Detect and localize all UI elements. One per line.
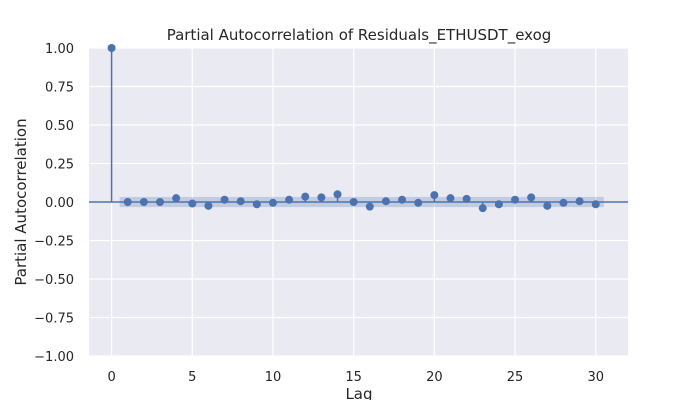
data-point [285, 195, 294, 204]
chart-title: Partial Autocorrelation of Residuals_ETH… [167, 26, 552, 45]
data-point [220, 195, 229, 204]
data-point [188, 199, 197, 208]
data-point [317, 193, 326, 202]
data-point [575, 197, 584, 206]
y-tick-label: 0.75 [45, 81, 74, 96]
data-point [123, 198, 132, 206]
y-tick-label: 0.50 [45, 119, 74, 134]
data-point [462, 194, 471, 203]
data-point [252, 200, 261, 209]
y-tick-labels: −1.00 −0.75 −0.50 −0.25 0.00 0.25 0.50 0.75 1.00 [34, 42, 74, 365]
data-point [236, 197, 245, 206]
data-points [107, 44, 600, 213]
data-point [107, 44, 116, 52]
x-tick-label: 25 [507, 370, 524, 385]
x-tick-label: 20 [426, 370, 443, 385]
data-point [381, 197, 390, 206]
x-tick-labels: 0 5 10 15 20 25 30 [107, 370, 604, 385]
data-point [494, 200, 503, 209]
data-point [414, 198, 423, 207]
x-tick-label: 30 [587, 370, 604, 385]
x-tick-label: 15 [345, 370, 362, 385]
y-tick-label: 0.00 [45, 196, 74, 211]
x-tick-label: 5 [188, 370, 196, 385]
data-point [301, 192, 310, 201]
data-point [478, 204, 487, 213]
data-point [511, 195, 520, 204]
data-point [349, 198, 358, 206]
data-point [204, 201, 213, 210]
data-point [398, 195, 407, 204]
data-point [430, 191, 439, 200]
y-tick-label: 1.00 [45, 42, 74, 57]
data-point [543, 201, 552, 210]
y-tick-label: −1.00 [34, 350, 74, 365]
data-point [156, 198, 165, 206]
y-axis-label: Partial Autocorrelation [12, 118, 30, 285]
y-tick-label: −0.75 [34, 312, 74, 327]
grid-lines [89, 47, 628, 357]
data-point [268, 198, 277, 207]
data-point [591, 200, 600, 209]
data-point [559, 198, 568, 207]
y-tick-label: −0.50 [34, 273, 74, 288]
data-point [172, 194, 181, 203]
x-tick-label: 10 [265, 370, 282, 385]
x-axis-label: Lag [345, 385, 372, 400]
data-point [365, 202, 374, 211]
data-point [139, 198, 148, 206]
data-point [446, 194, 455, 203]
data-point [527, 193, 536, 202]
y-tick-label: 0.25 [45, 158, 74, 173]
x-tick-label: 0 [107, 370, 115, 385]
y-tick-label: −0.25 [34, 235, 74, 250]
data-point [333, 190, 342, 199]
